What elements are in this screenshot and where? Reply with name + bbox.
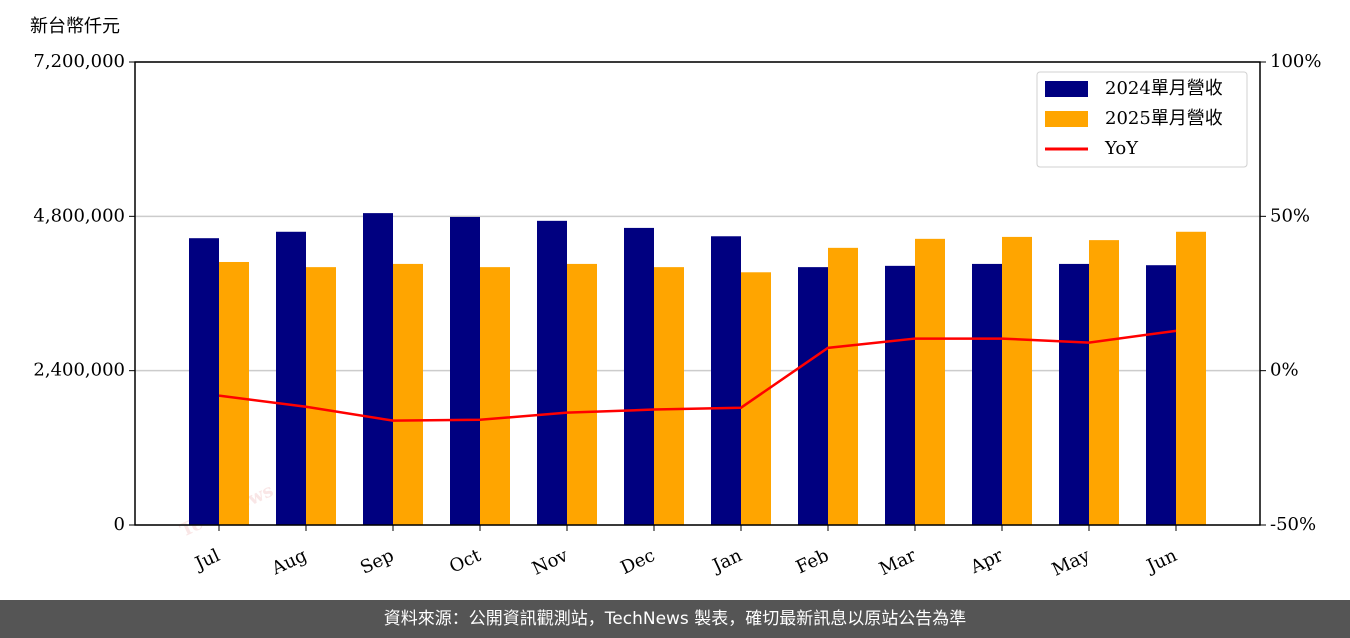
x-tick-label: Jan	[708, 545, 746, 578]
bar	[537, 220, 567, 525]
y2-tick-label: 100%	[1270, 51, 1321, 72]
bar	[219, 261, 249, 525]
x-tick-label: Sep	[357, 545, 397, 579]
x-tick-label: Apr	[966, 545, 1006, 579]
bar	[1002, 236, 1032, 525]
x-tick-label: Mar	[876, 545, 919, 580]
plot-frame	[134, 61, 1261, 526]
bar	[798, 267, 828, 525]
x-tick-label: Nov	[529, 545, 572, 580]
bar	[1089, 240, 1119, 525]
bar	[363, 213, 393, 526]
bar	[480, 267, 510, 525]
bar	[711, 236, 741, 525]
y-axis-label: 新台幣仟元	[30, 16, 120, 37]
bar	[654, 267, 684, 525]
legend-swatch	[1045, 111, 1088, 127]
legend-label: 2024單月營收	[1105, 78, 1223, 99]
y2-tick-label: 0%	[1270, 360, 1299, 381]
bar	[1146, 265, 1176, 525]
legend-label: YoY	[1104, 138, 1139, 159]
bar	[885, 265, 915, 525]
bar	[1176, 231, 1206, 525]
bar	[1059, 263, 1089, 525]
bar	[567, 263, 597, 525]
x-tick-label: Jul	[190, 545, 223, 575]
bar	[624, 227, 654, 526]
x-tick-label: Jun	[1142, 545, 1181, 578]
chart: TechNews 新台幣仟元 02,400,0004,800,0007,200,…	[30, 16, 1321, 581]
y2-tick-label: -50%	[1270, 514, 1316, 535]
x-tick-label: May	[1049, 545, 1094, 581]
legend-label: 2025單月營收	[1105, 108, 1223, 129]
bar	[189, 238, 219, 526]
bar	[306, 267, 336, 525]
x-tick-label: Aug	[268, 545, 311, 580]
legend-box	[1036, 71, 1248, 168]
x-tick-label: Feb	[793, 545, 832, 578]
y2-tick-label: 50%	[1270, 205, 1310, 226]
legend: 2024單月營收 2025單月營收 YoY	[1036, 71, 1248, 168]
footer: 資料來源：公開資訊觀測站，TechNews 製表，確切最新訊息以原站公告為準	[0, 600, 1350, 638]
bar	[828, 247, 858, 525]
y-tick-label: 7,200,000	[33, 51, 125, 72]
bar	[972, 263, 1002, 525]
bar	[276, 231, 306, 525]
bar	[450, 216, 480, 526]
bar	[393, 263, 423, 525]
legend-swatch	[1045, 81, 1088, 97]
yoy-line	[218, 329, 1177, 422]
y-tick-label: 0	[114, 514, 125, 535]
bar	[915, 238, 945, 525]
x-tick-label: Oct	[446, 545, 485, 578]
y-tick-label: 4,800,000	[33, 205, 125, 226]
y-tick-label: 2,400,000	[33, 360, 125, 381]
x-tick-label: Dec	[617, 545, 658, 579]
